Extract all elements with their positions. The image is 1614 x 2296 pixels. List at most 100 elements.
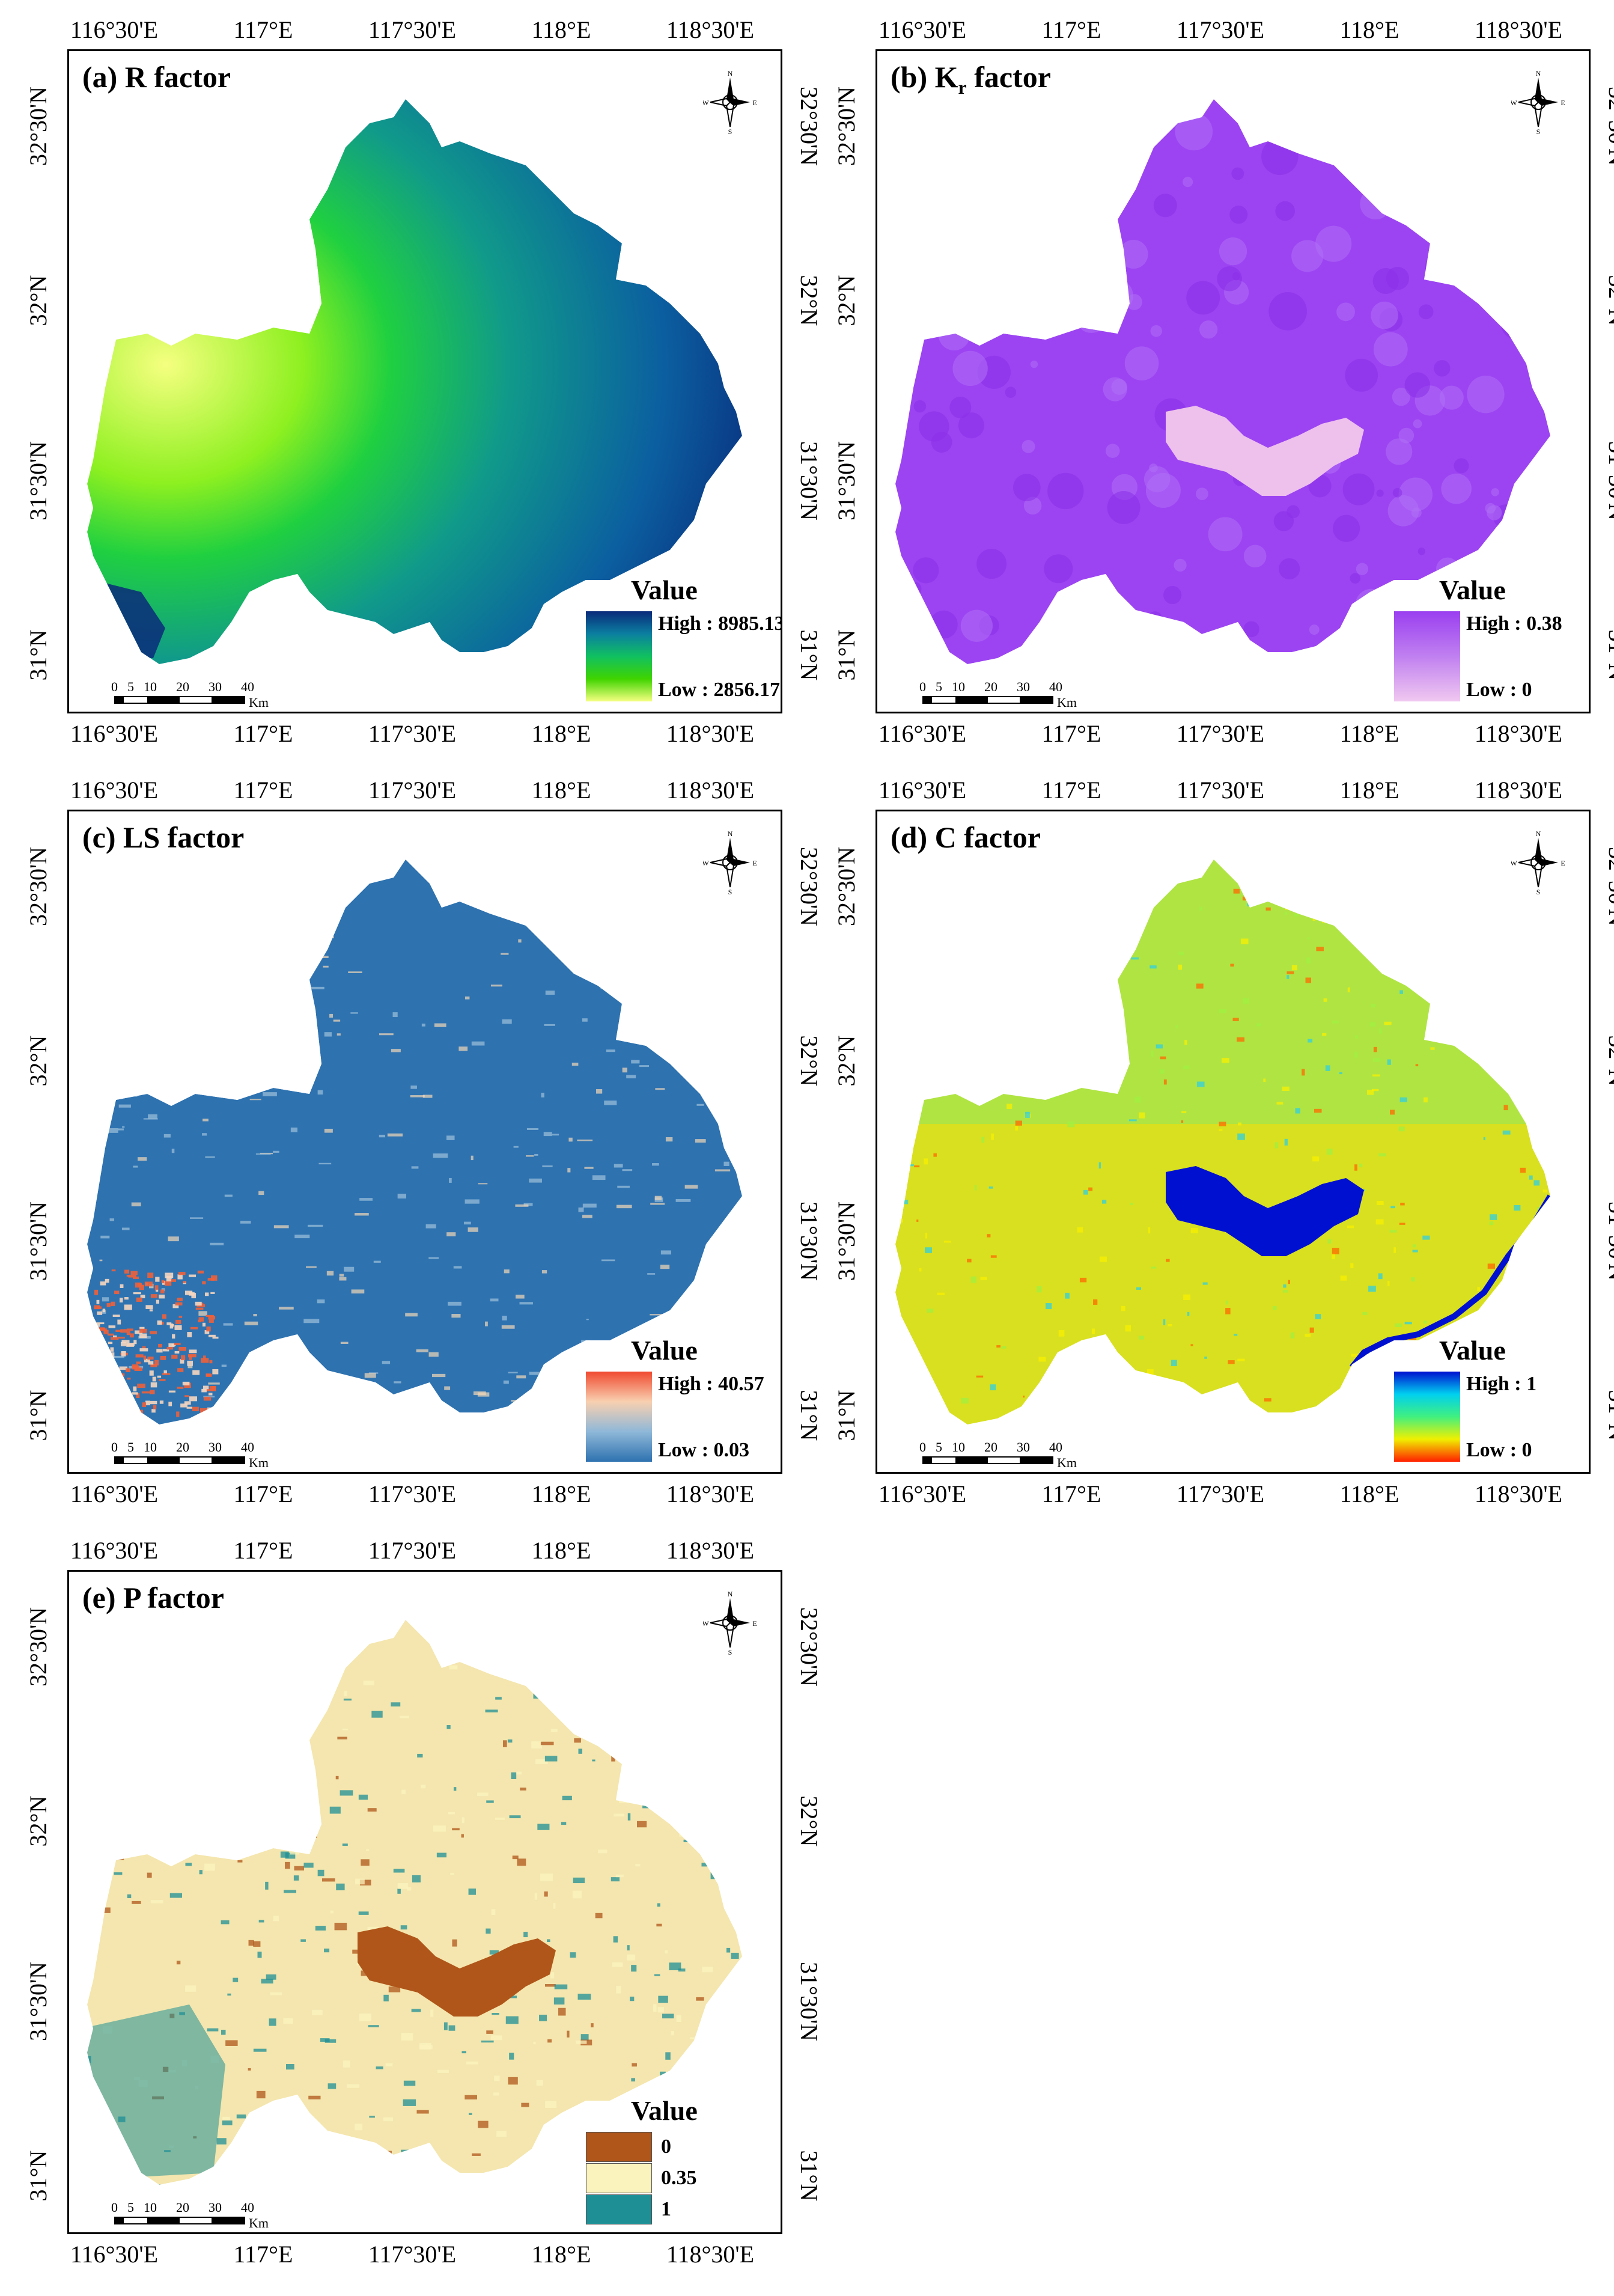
lon-tick-bottom: 118°E bbox=[531, 2241, 591, 2268]
lon-tick-top: 118°E bbox=[531, 1537, 591, 1564]
lat-tick-right: 32°30'N bbox=[1604, 846, 1614, 927]
lat-tick-left: 32°N bbox=[25, 275, 52, 326]
lon-tick-bottom: 117°30'E bbox=[368, 1480, 457, 1507]
lat-tick-left: 32°N bbox=[833, 1035, 860, 1087]
scale-bar: 0 5 10 20 30 40 Km bbox=[111, 1440, 294, 1470]
compass-letter-e: E bbox=[1561, 859, 1565, 867]
scale-bar-graphic bbox=[922, 696, 1053, 704]
compass-letter-w: W bbox=[1511, 859, 1517, 867]
scale-bar: 0 5 10 20 30 40 Km bbox=[111, 679, 294, 710]
scale-bar-unit: Km bbox=[1057, 1455, 1077, 1470]
panel-title-main: (a) R factor bbox=[82, 60, 231, 94]
panel-title: (a) R factor bbox=[82, 60, 231, 94]
lat-tick-left: 32°N bbox=[25, 1035, 52, 1087]
lon-tick-bottom: 116°30'E bbox=[70, 1480, 159, 1507]
lon-tick-top: 116°30'E bbox=[70, 777, 159, 804]
legend-class-swatch bbox=[586, 2194, 652, 2224]
panel-d: 116°30'E 116°30'E 117°E 117°E 117°30'E 117°30… bbox=[808, 760, 1614, 1512]
lon-tick-bottom: 118°E bbox=[531, 720, 591, 747]
legend: Value High : 0.38 Low : 0 bbox=[1394, 574, 1586, 712]
scale-bar-label: 0 bbox=[111, 2200, 118, 2215]
compass-letter-w: W bbox=[703, 859, 709, 867]
lat-tick-right: 31°N bbox=[1604, 629, 1614, 681]
legend-class-swatch bbox=[586, 2132, 652, 2162]
scale-bar-unit: Km bbox=[249, 695, 269, 710]
lon-tick-top: 117°30'E bbox=[368, 777, 457, 804]
lon-tick-bottom: 117°E bbox=[233, 1480, 293, 1507]
lon-tick-bottom: 117°E bbox=[1041, 1480, 1101, 1507]
legend-high-label: High : 40.57 bbox=[658, 1373, 764, 1395]
compass-letter-s: S bbox=[1536, 888, 1541, 896]
scale-bar-label: 30 bbox=[209, 679, 222, 694]
lon-tick-top: 117°30'E bbox=[1176, 777, 1265, 804]
legend-title: Value bbox=[631, 2095, 698, 2126]
north-arrow-icon: N S W E bbox=[1511, 829, 1565, 896]
panel-title-main: (c) LS factor bbox=[82, 820, 245, 854]
lat-tick-left: 31°30'N bbox=[25, 441, 52, 521]
lon-tick-bottom: 116°30'E bbox=[878, 720, 967, 747]
legend: Value High : 8985.13 Low : 2856.17 bbox=[586, 574, 781, 712]
scale-bar: 0 5 10 20 30 40 Km bbox=[919, 1440, 1103, 1470]
panel-title-tail: factor bbox=[966, 60, 1051, 94]
lat-tick-right: 31°30'N bbox=[1604, 1201, 1614, 1281]
lat-tick-left: 31°N bbox=[833, 629, 860, 681]
panel-title-main: (d) C factor bbox=[891, 820, 1041, 854]
scale-bar-label: 0 bbox=[919, 679, 926, 694]
compass-letter-n: N bbox=[728, 1590, 733, 1598]
scale-bar-label: 10 bbox=[952, 1440, 965, 1455]
lat-tick-right: 32°N bbox=[1604, 275, 1614, 326]
scale-bar-unit: Km bbox=[249, 2215, 269, 2230]
compass-letter-e: E bbox=[752, 99, 757, 107]
lon-tick-bottom: 118°E bbox=[531, 1480, 591, 1507]
lon-tick-top: 117°E bbox=[233, 1537, 293, 1564]
lon-tick-bottom: 117°30'E bbox=[368, 2241, 457, 2268]
legend-color-ramp bbox=[1394, 1372, 1460, 1462]
scale-bar-graphic bbox=[114, 696, 245, 704]
scale-bar-label: 5 bbox=[936, 679, 942, 694]
lon-tick-top: 118°E bbox=[531, 16, 591, 43]
legend-class-label: 0 bbox=[661, 2136, 671, 2158]
lat-tick-left: 31°30'N bbox=[833, 441, 860, 521]
lat-tick-left: 32°N bbox=[833, 275, 860, 326]
compass-letter-e: E bbox=[752, 1619, 757, 1628]
legend-high-label: High : 8985.13 bbox=[658, 612, 782, 635]
legend-low-label: Low : 0.03 bbox=[658, 1439, 750, 1461]
lon-tick-bottom: 118°30'E bbox=[1474, 1480, 1563, 1507]
scale-bar: 0 5 10 20 30 40 Km bbox=[919, 679, 1103, 710]
lon-tick-top: 118°30'E bbox=[666, 16, 755, 43]
scale-bar-label: 5 bbox=[127, 2200, 134, 2215]
panel-title-main: (e) P factor bbox=[82, 1581, 224, 1614]
lon-tick-bottom: 117°E bbox=[233, 720, 293, 747]
north-arrow-icon: N S W E bbox=[703, 829, 757, 896]
compass-letter-s: S bbox=[1536, 127, 1541, 135]
scale-bar-label: 5 bbox=[127, 679, 134, 694]
legend-title: Value bbox=[631, 1335, 698, 1366]
legend-high-label: High : 1 bbox=[1466, 1373, 1537, 1395]
scale-bar-label: 10 bbox=[144, 2200, 157, 2215]
legend-high-label: High : 0.38 bbox=[1466, 612, 1562, 635]
compass-letter-e: E bbox=[752, 859, 757, 867]
scale-bar-label: 20 bbox=[984, 1440, 997, 1455]
lon-tick-top: 118°E bbox=[531, 777, 591, 804]
panel-title-main: (b) K bbox=[891, 60, 958, 94]
panel-a: 116°30'E 116°30'E 117°E 117°E 117°30'E 117°30… bbox=[0, 0, 823, 751]
scale-bar-label: 10 bbox=[144, 1440, 157, 1455]
compass-letter-s: S bbox=[728, 1648, 732, 1656]
lon-tick-top: 118°30'E bbox=[666, 777, 755, 804]
legend-class-swatch bbox=[586, 2163, 652, 2193]
lat-tick-left: 32°30'N bbox=[25, 86, 52, 166]
lon-tick-bottom: 117°30'E bbox=[368, 720, 457, 747]
lon-tick-bottom: 117°E bbox=[1041, 720, 1101, 747]
compass-letter-n: N bbox=[1536, 829, 1541, 838]
legend-title: Value bbox=[631, 575, 698, 605]
compass-letter-s: S bbox=[728, 888, 732, 896]
compass-letter-n: N bbox=[728, 69, 733, 78]
lon-tick-top: 118°30'E bbox=[1474, 16, 1563, 43]
panel-c: 116°30'E 116°30'E 117°E 117°E 117°30'E 117°30… bbox=[0, 760, 823, 1512]
scale-bar-label: 5 bbox=[936, 1440, 942, 1455]
scale-bar-label: 40 bbox=[1049, 1440, 1062, 1455]
scale-bar-label: 20 bbox=[984, 679, 997, 694]
scale-bar-label: 30 bbox=[1017, 1440, 1030, 1455]
